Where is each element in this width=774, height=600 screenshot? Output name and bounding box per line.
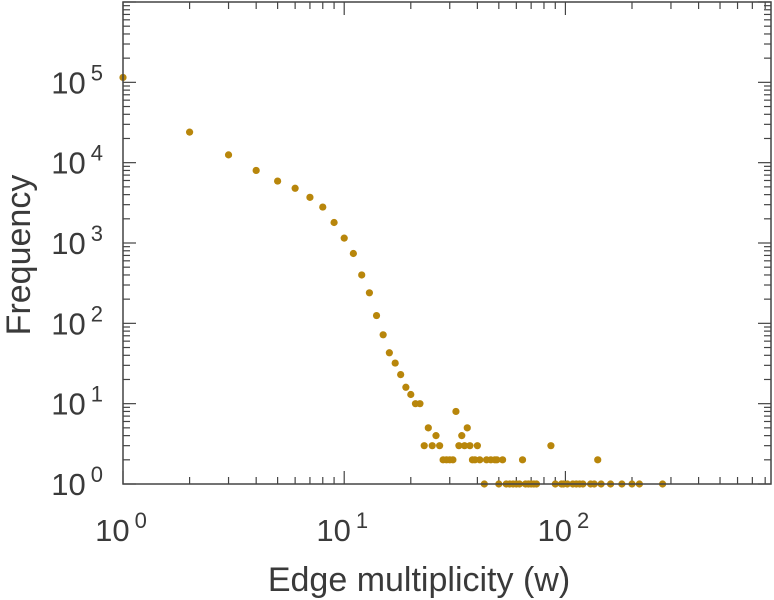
data-point — [498, 456, 507, 464]
data-point — [547, 442, 555, 450]
data-point — [452, 407, 460, 416]
data-point — [473, 442, 481, 450]
data-point — [432, 432, 440, 440]
y-tick-label: 10 5 — [51, 60, 103, 100]
y-tick-label: 10 3 — [51, 221, 103, 261]
plot-frame — [122, 1, 772, 485]
x-tick-label: 10 1 — [316, 508, 368, 548]
major-ticks — [122, 1, 771, 485]
data-point — [449, 456, 457, 464]
data-point — [493, 456, 501, 464]
data-point — [379, 331, 387, 339]
data-point — [420, 442, 428, 450]
data-point — [424, 424, 432, 432]
data-point — [358, 271, 366, 279]
data-point — [594, 456, 602, 464]
data-point — [349, 249, 357, 258]
data-point — [372, 311, 381, 320]
x-tick-label: 10 2 — [538, 508, 590, 548]
data-point — [436, 442, 444, 450]
y-tick-label: 10 1 — [51, 382, 103, 422]
data-point — [252, 166, 260, 175]
data-point — [340, 234, 348, 242]
data-point — [466, 442, 474, 450]
data-point — [476, 456, 484, 464]
data-point — [407, 390, 415, 399]
data-point — [460, 442, 469, 450]
data-point — [365, 289, 374, 297]
x-tick-labels: 10 0 10 1 10 2 — [95, 508, 589, 548]
y-tick-label: 10 2 — [51, 301, 103, 341]
data-point — [274, 177, 282, 185]
data-point — [463, 424, 471, 432]
data-point — [385, 349, 393, 357]
data-point — [319, 203, 327, 211]
data-point — [458, 432, 466, 440]
y-axis-title: Frequency — [0, 175, 38, 336]
x-tick-label: 10 0 — [95, 508, 147, 548]
data-point — [416, 400, 424, 408]
data-point — [306, 193, 314, 201]
y-tick-label: 10 0 — [51, 462, 103, 502]
data-point — [397, 371, 405, 379]
data-point — [402, 383, 410, 391]
data-point — [224, 151, 233, 159]
y-tick-label: 10 4 — [51, 141, 103, 181]
minor-ticks — [123, 2, 771, 484]
data-point — [391, 359, 399, 367]
data-point — [455, 442, 463, 450]
data-point — [428, 442, 436, 450]
data-points — [119, 73, 667, 488]
data-point — [518, 456, 527, 464]
data-point — [291, 184, 299, 192]
data-point — [330, 218, 338, 227]
data-point — [185, 128, 194, 136]
x-axis-title: Edge multiplicity (w) — [268, 561, 570, 599]
